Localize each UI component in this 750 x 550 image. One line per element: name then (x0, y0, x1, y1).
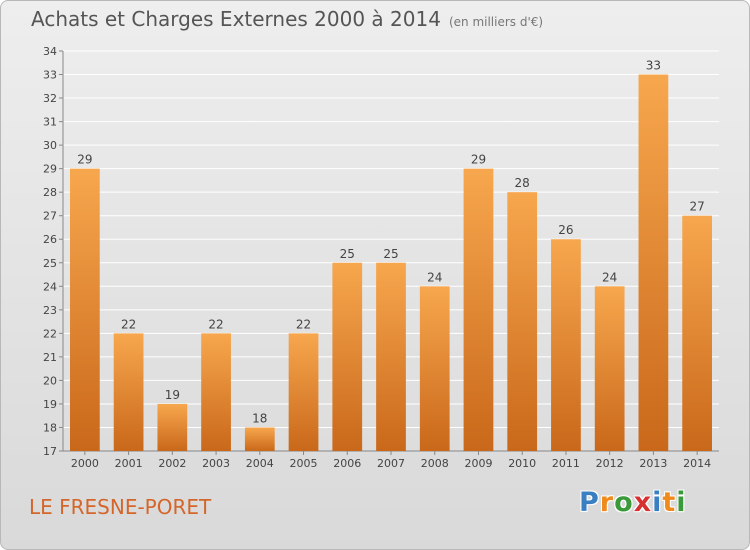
x-tick-label: 2009 (464, 457, 492, 470)
y-tick-label: 24 (43, 280, 57, 293)
chart-title: Achats et Charges Externes 2000 à 2014 (e… (31, 7, 543, 31)
x-tick-label: 2006 (333, 457, 361, 470)
bar-value-label: 28 (515, 176, 530, 190)
y-tick-label: 28 (43, 186, 57, 199)
y-tick-label: 20 (43, 374, 57, 387)
logo-letter: t (662, 487, 677, 518)
labels: 17 18 19 20 21 22 23 24 25 26 27 28 29 30 31 32 33 34 29 20… (43, 45, 711, 470)
bars (69, 74, 713, 452)
x-tick-label: 2007 (377, 457, 405, 470)
x-tick-label: 2003 (202, 457, 230, 470)
logo-letter: x (633, 487, 653, 518)
bar (507, 192, 538, 452)
y-tick-label: 26 (43, 233, 57, 246)
y-tick-label: 17 (43, 445, 57, 458)
bar-value-label: 25 (340, 247, 355, 261)
x-tick-label: 2010 (508, 457, 536, 470)
commune-name: LE FRESNE-PORET (29, 495, 212, 519)
logo-letter: o (614, 487, 634, 518)
bar (376, 262, 406, 451)
bar-value-label: 29 (471, 153, 486, 167)
y-tick-label: 30 (43, 139, 57, 152)
bar-value-label: 33 (646, 59, 661, 73)
y-tick-label: 25 (43, 257, 57, 270)
bar-value-label: 25 (383, 247, 398, 261)
logo-letter: i (676, 487, 687, 518)
bar-value-label: 22 (121, 317, 136, 331)
chart-subtitle: (en milliers d'€) (448, 15, 544, 29)
y-tick-label: 18 (43, 421, 57, 434)
bar (288, 333, 319, 451)
logo-letter: r (599, 487, 615, 518)
x-tick-label: 2002 (158, 457, 186, 470)
bar (463, 168, 494, 451)
bar (157, 403, 188, 451)
x-tick-label: 2013 (639, 457, 667, 470)
x-tick-label: 2011 (552, 457, 580, 470)
x-tick-label: 2005 (290, 457, 318, 470)
bar-value-label: 24 (602, 270, 617, 284)
bar-value-label: 27 (689, 200, 704, 214)
bar (638, 74, 669, 451)
y-tick-label: 21 (43, 351, 57, 364)
y-tick-label: 33 (43, 69, 57, 82)
bar-value-label: 22 (296, 317, 311, 331)
y-tick-label: 19 (43, 398, 57, 411)
chart-title-text: Achats et Charges Externes 2000 à 2014 (31, 7, 441, 31)
bar (113, 333, 144, 451)
bar-value-label: 19 (165, 388, 180, 402)
bar (69, 168, 100, 451)
y-tick-label: 22 (43, 327, 57, 340)
x-tick-label: 2001 (115, 457, 143, 470)
proxiti-logo: Proxiti (579, 487, 687, 518)
bar-value-label: 18 (252, 411, 267, 425)
y-tick-label: 34 (43, 45, 57, 58)
x-tick-label: 2012 (596, 457, 624, 470)
logo-letter: i (652, 487, 663, 518)
bar (551, 239, 581, 451)
bar (244, 427, 275, 451)
x-tick-label: 2008 (421, 457, 449, 470)
y-tick-label: 23 (43, 304, 57, 317)
x-tick-label: 2014 (683, 457, 711, 470)
bar (682, 215, 713, 451)
bar (201, 333, 231, 451)
x-tick-label: 2000 (71, 457, 99, 470)
bar (594, 286, 625, 451)
bar (419, 286, 450, 451)
y-tick-label: 32 (43, 92, 57, 105)
bar-value-label: 24 (427, 270, 442, 284)
y-tick-label: 27 (43, 210, 57, 223)
bar-value-label: 22 (208, 317, 223, 331)
bar-value-label: 29 (77, 153, 92, 167)
x-tick-label: 2004 (246, 457, 274, 470)
y-tick-label: 29 (43, 163, 57, 176)
logo-letter: P (579, 487, 600, 518)
y-tick-label: 31 (43, 116, 57, 129)
bar (332, 262, 363, 451)
bar-value-label: 26 (558, 223, 573, 237)
